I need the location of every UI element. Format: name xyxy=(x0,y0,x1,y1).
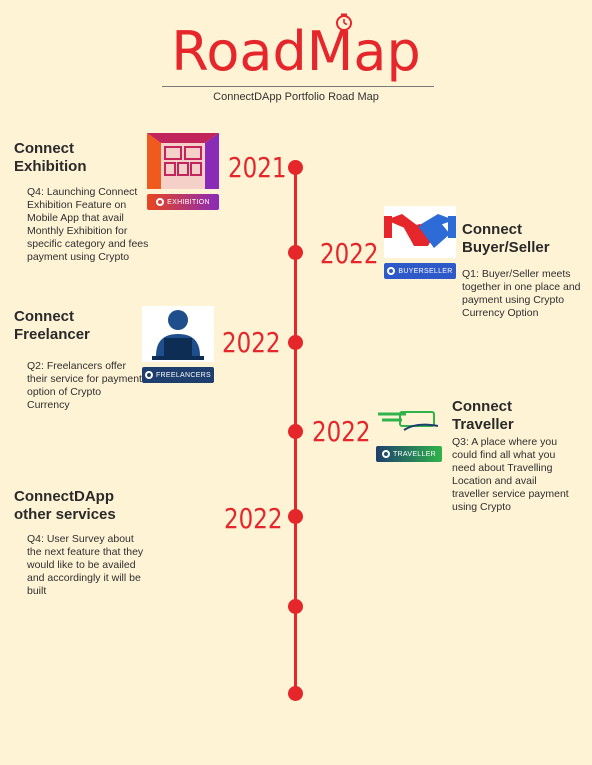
milestone-year: 2022 xyxy=(320,237,379,270)
timeline-dot xyxy=(288,424,303,439)
milestone-exhibition-title: Connect Exhibition xyxy=(14,140,87,175)
brand-ring-icon xyxy=(144,371,153,379)
milestone-year: 2022 xyxy=(222,326,281,359)
page-title: RoadMap xyxy=(171,20,421,83)
milestone-freelancer-description: Q2: Freelancers offer their service for … xyxy=(27,360,142,411)
timeline-dot xyxy=(288,245,303,260)
milestone-exhibition-description: Q4: Launching Connect Exhibition Feature… xyxy=(27,186,149,263)
brand-ring-icon xyxy=(381,450,390,458)
page-subtitle: ConnectDApp Portfolio Road Map xyxy=(213,91,379,103)
timeline-dot xyxy=(288,160,303,175)
milestone-year: 2021 xyxy=(228,151,287,184)
milestone-traveller-description: Q3: A place where you could find all wha… xyxy=(452,436,569,513)
milestone-buyer-seller-title: Connect Buyer/Seller xyxy=(462,221,550,256)
traveller-logo-strip: TRAVELLER xyxy=(376,446,442,462)
clock-icon xyxy=(336,13,352,31)
milestone-traveller-title: Connect Traveller xyxy=(452,398,514,433)
milestone-year: 2022 xyxy=(312,415,371,448)
timeline-dot xyxy=(288,686,303,701)
title-divider xyxy=(162,86,434,87)
traveller-logo-icon xyxy=(378,411,439,431)
freelancer-logo-strip: FREELANCERS xyxy=(142,367,214,383)
milestone-other-services-description: Q4: User Survey about the next feature t… xyxy=(27,533,144,597)
brand-ring-icon xyxy=(387,267,396,275)
exhibition-booth-icon xyxy=(147,133,219,189)
exhibition-logo-strip: EXHIBITION xyxy=(147,194,219,210)
handshake-icon xyxy=(384,206,456,258)
buyer-seller-logo-strip: BUYERSELLER xyxy=(384,263,456,279)
brand-ring-icon xyxy=(156,198,165,206)
timeline-dot xyxy=(288,599,303,614)
exhibition-logo: EXHIBITION xyxy=(147,133,219,210)
milestone-other-services-title: ConnectDApp other services xyxy=(14,488,116,523)
traveller-logo: TRAVELLER xyxy=(376,408,442,462)
buyer-seller-logo: BUYERSELLER xyxy=(384,206,456,279)
freelancer-laptop-icon xyxy=(142,306,214,362)
timeline-dot xyxy=(288,335,303,350)
timeline-dot xyxy=(288,509,303,524)
freelancer-logo: FREELANCERS xyxy=(142,306,214,383)
milestone-year: 2022 xyxy=(224,502,283,535)
milestone-buyer-seller-description: Q1: Buyer/Seller meets together in one p… xyxy=(462,268,581,319)
milestone-freelancer-title: Connect Freelancer xyxy=(14,308,90,343)
